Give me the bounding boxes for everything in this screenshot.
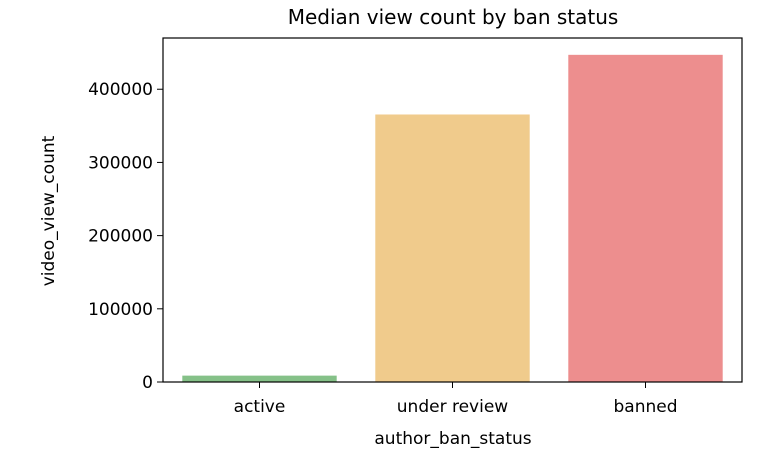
x-tick-label: banned: [613, 397, 677, 417]
x-axis-label: author_ban_status: [374, 429, 531, 449]
y-tick-label: 300000: [88, 153, 153, 173]
bar-active: [182, 375, 337, 382]
x-tick-label: under review: [397, 397, 509, 417]
bar-under-review: [375, 114, 530, 382]
y-tick-label: 200000: [88, 227, 153, 247]
y-axis-ticks: 0 100000 200000 300000 400000: [88, 80, 163, 393]
bar-banned: [568, 54, 723, 382]
y-tick-label: 0: [142, 373, 153, 393]
y-axis-label: video_view_count: [39, 135, 59, 286]
y-tick-label: 100000: [88, 300, 153, 320]
x-tick-label: active: [234, 397, 286, 417]
y-tick-label: 400000: [88, 80, 153, 100]
chart-title: Median view count by ban status: [288, 5, 619, 29]
bars-group: [182, 54, 723, 382]
plot-frame: [162, 37, 743, 383]
x-axis-ticks: active under review banned: [234, 382, 678, 417]
